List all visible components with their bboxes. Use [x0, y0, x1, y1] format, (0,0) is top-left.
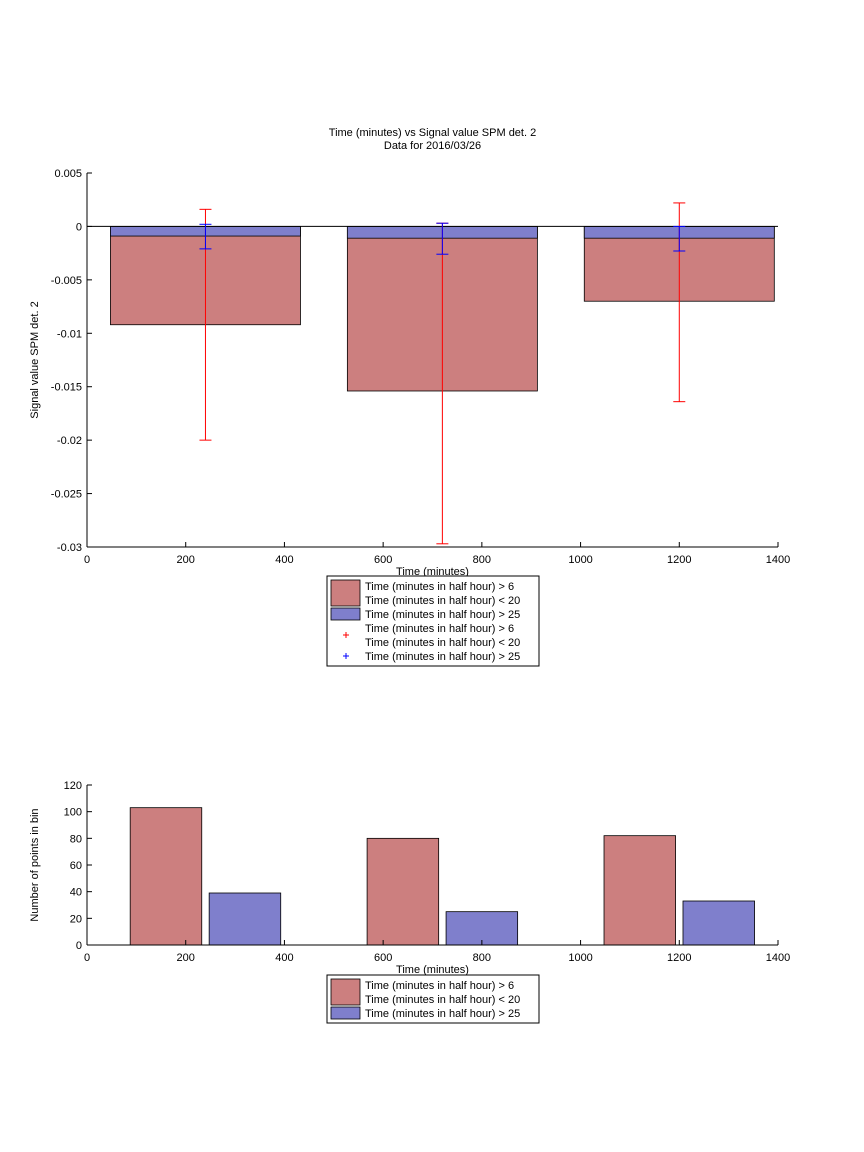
x-tick-label: 800: [473, 554, 491, 566]
x-tick-label: 600: [374, 554, 392, 566]
y-axis-label: Signal value SPM det. 2: [29, 301, 41, 418]
legend-swatch-1: [330, 1006, 361, 1020]
y-tick-label: -0.02: [57, 435, 82, 447]
bar-s0-1: [366, 837, 440, 946]
y-tick-label: -0.005: [51, 275, 82, 287]
x-tick-label: 800: [473, 952, 491, 964]
bar-s1-1: [445, 911, 519, 946]
bar-s0-0: [129, 807, 203, 946]
y-tick-label: 20: [70, 913, 82, 925]
legend-label-1-0: Time (minutes in half hour) > 25: [365, 1008, 520, 1020]
y-axis-label: Number of points in bin: [29, 808, 41, 921]
legend-label-0-1: Time (minutes in half hour) < 20: [365, 595, 520, 607]
legend: Time (minutes in half hour) > 6 Time (min…: [326, 575, 540, 667]
x-tick-label: 0: [84, 952, 90, 964]
x-tick-label: 200: [177, 952, 195, 964]
x-axis-label: Time (minutes): [396, 566, 469, 578]
legend-swatch-0: [330, 978, 361, 1006]
x-tick-label: 0: [84, 554, 90, 566]
chart-subtitle: Data for 2016/03/26: [384, 140, 481, 152]
y-tick-label: 40: [70, 887, 82, 899]
x-tick-label: 1200: [667, 554, 691, 566]
legend-label-0-0: Time (minutes in half hour) > 6: [365, 980, 514, 992]
x-tick-label: 400: [275, 952, 293, 964]
x-tick-label: 1200: [667, 952, 691, 964]
y-tick-label: 60: [70, 860, 82, 872]
legend: Time (minutes in half hour) > 6 Time (min…: [326, 974, 540, 1024]
x-tick-label: 1000: [568, 554, 592, 566]
y-tick-label: 80: [70, 833, 82, 845]
y-tick-label: -0.015: [51, 382, 82, 394]
x-tick-label: 600: [374, 952, 392, 964]
legend-label-0-0: Time (minutes in half hour) > 6: [365, 581, 514, 593]
x-tick-label: 1400: [766, 554, 790, 566]
bar-s1-2: [682, 900, 755, 946]
bar-s0-2: [603, 835, 676, 946]
legend-swatch-0: [330, 579, 361, 607]
y-tick-label: 0.005: [54, 168, 82, 180]
y-tick-label: 0: [76, 940, 82, 952]
x-tick-label: 1400: [766, 952, 790, 964]
legend-label-3-0: Time (minutes in half hour) > 25: [365, 651, 520, 663]
chart-title: Time (minutes) vs Signal value SPM det. …: [329, 127, 536, 139]
y-tick-label: -0.025: [51, 489, 82, 501]
x-tick-label: 200: [177, 554, 195, 566]
legend-box: [326, 575, 540, 667]
legend-label-1-0: Time (minutes in half hour) > 25: [365, 609, 520, 621]
x-tick-label: 1000: [568, 952, 592, 964]
y-tick-label: -0.01: [57, 328, 82, 340]
legend-label-2-1: Time (minutes in half hour) < 20: [365, 637, 520, 649]
x-tick-label: 400: [275, 554, 293, 566]
y-tick-label: -0.03: [57, 542, 82, 554]
signal-chart: Time (minutes) vs Signal value SPM det. …: [29, 127, 790, 667]
y-tick-label: 0: [76, 221, 82, 233]
bar-s1-0: [208, 892, 282, 946]
legend-swatch-1: [330, 607, 361, 621]
legend-label-2-0: Time (minutes in half hour) > 6: [365, 623, 514, 635]
y-tick-label: 120: [64, 780, 82, 792]
count-chart: 0 200 400 600 800 1000 1200 1400 0 20 40 60 80 100 120…: [29, 780, 790, 1024]
x-axis-label: Time (minutes): [396, 964, 469, 976]
legend-label-0-1: Time (minutes in half hour) < 20: [365, 994, 520, 1006]
y-tick-label: 100: [64, 807, 82, 819]
legend-box: [326, 974, 540, 1024]
